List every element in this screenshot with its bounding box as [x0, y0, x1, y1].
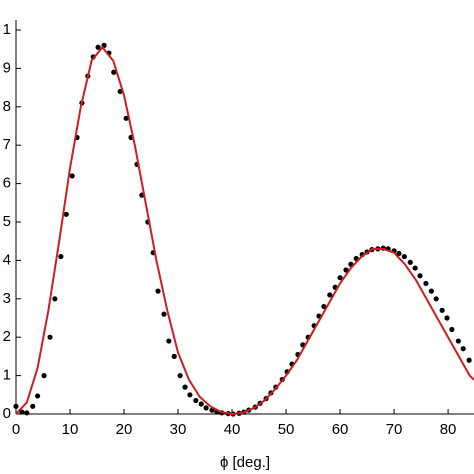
y-tick-label: 2 [3, 328, 11, 345]
y-tick-label: 8 [3, 98, 11, 115]
data-point [182, 384, 188, 390]
data-point [19, 409, 25, 415]
y-tick-label: 5 [3, 213, 11, 230]
x-tick-label: 20 [116, 421, 133, 438]
data-point [401, 253, 407, 260]
data-point [35, 393, 41, 399]
y-tick-label: 1 [3, 21, 11, 38]
y-tick-label: 9 [3, 59, 11, 76]
data-point [449, 326, 455, 333]
x-tick-label: 30 [170, 421, 187, 438]
data-point [63, 211, 69, 217]
y-tick-label: 7 [3, 136, 11, 153]
data-point [161, 311, 167, 317]
y-tick-label: 4 [3, 251, 11, 268]
x-tick-label: 10 [62, 421, 79, 438]
data-point [171, 353, 177, 359]
data-point [412, 265, 418, 271]
line-series [15, 45, 474, 416]
data-point [123, 115, 129, 121]
data-point [455, 338, 461, 344]
data-point [407, 259, 413, 265]
data-point [30, 403, 36, 409]
x-axis-label: ϕ [deg.] [220, 454, 270, 471]
data-point [343, 267, 349, 273]
data-point [69, 173, 75, 179]
data-point [166, 338, 172, 344]
y-tick-label: 0 [3, 405, 11, 422]
data-point [47, 334, 53, 340]
data-point [433, 296, 439, 302]
x-tick-label: 80 [440, 421, 457, 438]
y-tick-label: 1 [3, 367, 11, 384]
x-tick-label: 40 [224, 421, 241, 438]
data-point [439, 307, 445, 313]
y-tick-label: 6 [3, 175, 11, 192]
data-point [52, 296, 58, 302]
data-point [203, 405, 209, 411]
data-point [58, 253, 64, 260]
data-point [13, 403, 19, 409]
data-point [193, 397, 199, 404]
data-point [466, 357, 472, 363]
data-point [444, 315, 450, 321]
data-point [187, 392, 193, 398]
data-point [177, 373, 183, 379]
data-point [321, 303, 327, 310]
data-point [111, 69, 117, 75]
data-point [327, 292, 333, 298]
x-tick-label: 0 [12, 421, 20, 438]
y-tick-label: 3 [3, 290, 11, 307]
data-point [198, 401, 204, 407]
x-tick-label: 50 [278, 421, 295, 438]
x-tick-label: 70 [386, 421, 403, 438]
x-tick-label: 60 [332, 421, 349, 438]
data-point [460, 346, 466, 352]
data-point [95, 44, 101, 50]
data-point [396, 250, 402, 257]
data-point [155, 288, 161, 294]
data-point [428, 288, 434, 294]
data-point [423, 280, 429, 287]
data-point [337, 275, 343, 281]
data-point [417, 273, 423, 279]
data-point [41, 373, 47, 379]
data-point [24, 410, 30, 416]
